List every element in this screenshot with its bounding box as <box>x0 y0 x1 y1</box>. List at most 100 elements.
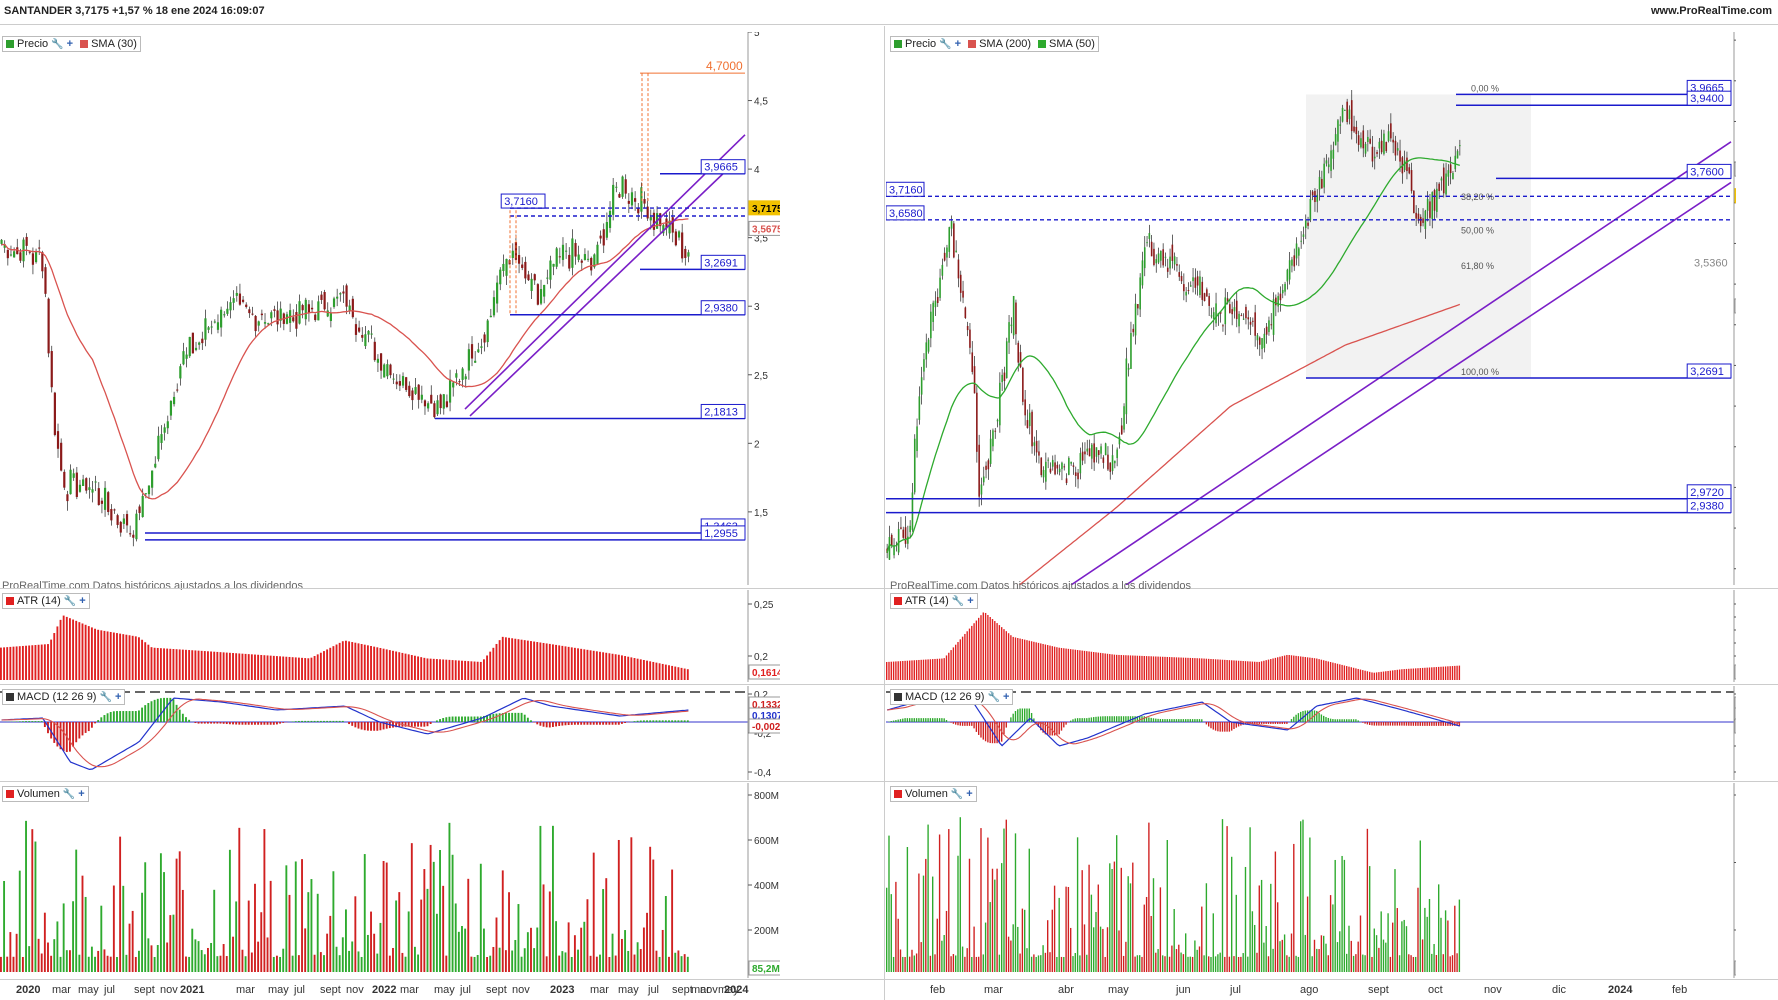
add-icon[interactable]: + <box>1002 691 1010 703</box>
add-icon[interactable]: + <box>78 788 85 800</box>
left-atr-panel[interactable]: 0,25 0,2 0,1614 <box>0 590 780 682</box>
wrench-icon[interactable]: 🔧 <box>63 595 77 607</box>
candle-body <box>1104 443 1107 456</box>
wrench-icon[interactable]: 🔧 <box>939 38 952 50</box>
macd-hist-bar <box>1056 722 1058 736</box>
atr-bar <box>1074 649 1076 680</box>
right-macd-panel[interactable]: 0,150,10,05-0,050,0075-0,0158-0,0233 <box>886 686 1736 780</box>
macd-hist-bar <box>1442 722 1444 726</box>
candle-body <box>50 351 53 388</box>
volume-bar <box>1272 948 1274 972</box>
volume-bar <box>1405 926 1408 972</box>
add-icon[interactable]: + <box>66 38 74 50</box>
left-volume-panel[interactable]: 800M 600M 400M 200M 85,2M <box>0 783 780 978</box>
macd-hist-bar <box>144 705 147 722</box>
atr-bar <box>1104 653 1106 680</box>
macd-hist-bar <box>980 722 982 738</box>
macd-hist-bar <box>624 722 627 723</box>
candle-body <box>44 267 47 294</box>
add-icon[interactable]: + <box>79 595 86 607</box>
left-volume-legend[interactable]: Volumen 🔧 + <box>2 786 89 802</box>
right-volume-legend[interactable]: Volumen 🔧 + <box>890 786 977 802</box>
candle-body <box>1288 260 1291 280</box>
wrench-icon[interactable]: 🔧 <box>62 788 76 800</box>
x-tick-label: 2024 <box>1608 984 1633 996</box>
volume-bar <box>1030 956 1033 972</box>
macd-hist-bar <box>959 722 961 726</box>
candle-body <box>163 427 166 433</box>
volume-bar <box>1412 956 1415 972</box>
macd-hist-bar <box>994 722 996 744</box>
volume-bar <box>1357 941 1359 972</box>
wrench-icon[interactable]: 🔧 <box>99 691 112 703</box>
volume-bar <box>1304 934 1306 972</box>
volume-bar <box>617 839 620 972</box>
left-atr-legend[interactable]: ATR (14) 🔧 + <box>2 593 90 609</box>
atr-bar <box>247 654 250 680</box>
macd-hist-bar <box>357 722 360 729</box>
candle-body <box>0 239 3 244</box>
left-price-legend[interactable]: Precio 🔧 + SMA (30) <box>2 36 141 52</box>
volume-bar <box>213 889 216 972</box>
right-volume-panel[interactable]: 150M100M50M15,9M <box>886 783 1736 978</box>
site-url[interactable]: www.ProRealTime.com <box>1650 5 1772 17</box>
candle-body <box>496 282 499 304</box>
macd-hist-bar <box>332 720 335 722</box>
volume-bar <box>247 900 250 972</box>
volume-bar <box>178 851 181 972</box>
atr-bar <box>1350 667 1352 680</box>
add-icon[interactable]: + <box>114 691 122 703</box>
macd-hist-bar <box>617 722 620 725</box>
volume-bar <box>952 954 955 972</box>
macd-hist-bar <box>338 720 341 722</box>
wrench-icon[interactable]: 🔧 <box>987 691 1000 703</box>
macd-hist-bar <box>955 722 957 725</box>
atr-bar <box>686 669 689 680</box>
wrench-icon[interactable]: 🔧 <box>51 38 64 50</box>
left-macd-legend[interactable]: MACD (12 26 9) 🔧 + <box>2 689 126 705</box>
atr-bar <box>6 647 9 680</box>
right-price-legend[interactable]: Precio 🔧 + SMA (200) SMA (50) <box>890 36 1099 52</box>
volume-bar <box>483 928 485 972</box>
candle-body <box>1440 178 1443 181</box>
atr-bar <box>1369 671 1371 680</box>
macd-hist-bar <box>435 720 438 722</box>
candle-body <box>1201 281 1204 300</box>
candle-body <box>34 251 38 263</box>
wrench-icon[interactable]: 🔧 <box>950 788 964 800</box>
candle-body <box>1015 302 1017 335</box>
macd-hist-bar <box>301 720 303 722</box>
candle-body <box>1068 457 1070 475</box>
macd-hist-bar <box>1198 719 1201 722</box>
add-icon[interactable]: + <box>967 595 974 607</box>
add-icon[interactable]: + <box>954 38 962 50</box>
atr-bar <box>34 645 37 680</box>
atr-bar <box>1093 652 1095 680</box>
right-price-panel[interactable]: 3,9665 3,9400 3,7600 3,7160 3,6580 3,2691 2,97… <box>886 32 1736 585</box>
atr-bar <box>147 644 150 680</box>
right-atr-panel[interactable]: 0,160,140,120,10,080,0695 <box>886 590 1736 682</box>
candle-body <box>314 314 317 321</box>
candle-body <box>1164 256 1167 258</box>
left-price-panel[interactable]: 3,96653,71603,26912,93802,18131,34631,29… <box>0 32 780 585</box>
candle-body <box>185 354 188 359</box>
volume-bar <box>922 875 925 972</box>
wrench-icon[interactable]: 🔧 <box>951 595 965 607</box>
atr-bar <box>307 658 310 680</box>
add-icon[interactable]: + <box>966 788 973 800</box>
volume-bar <box>586 899 589 972</box>
atr-bar <box>464 660 467 680</box>
candle-body <box>962 290 964 298</box>
volume-bar <box>1171 945 1173 972</box>
right-macd-legend[interactable]: MACD (12 26 9) 🔧 + <box>890 689 1014 705</box>
macd-hist-bar <box>1256 722 1258 724</box>
atr-bar <box>639 659 642 680</box>
atr-bar <box>1173 657 1175 680</box>
atr-bar <box>1049 645 1051 680</box>
candle-body <box>1442 167 1445 194</box>
sma50-badge <box>1734 161 1736 177</box>
candle-body <box>423 400 427 407</box>
right-atr-legend[interactable]: ATR (14) 🔧 + <box>890 593 978 609</box>
atr-bar <box>1065 648 1067 680</box>
